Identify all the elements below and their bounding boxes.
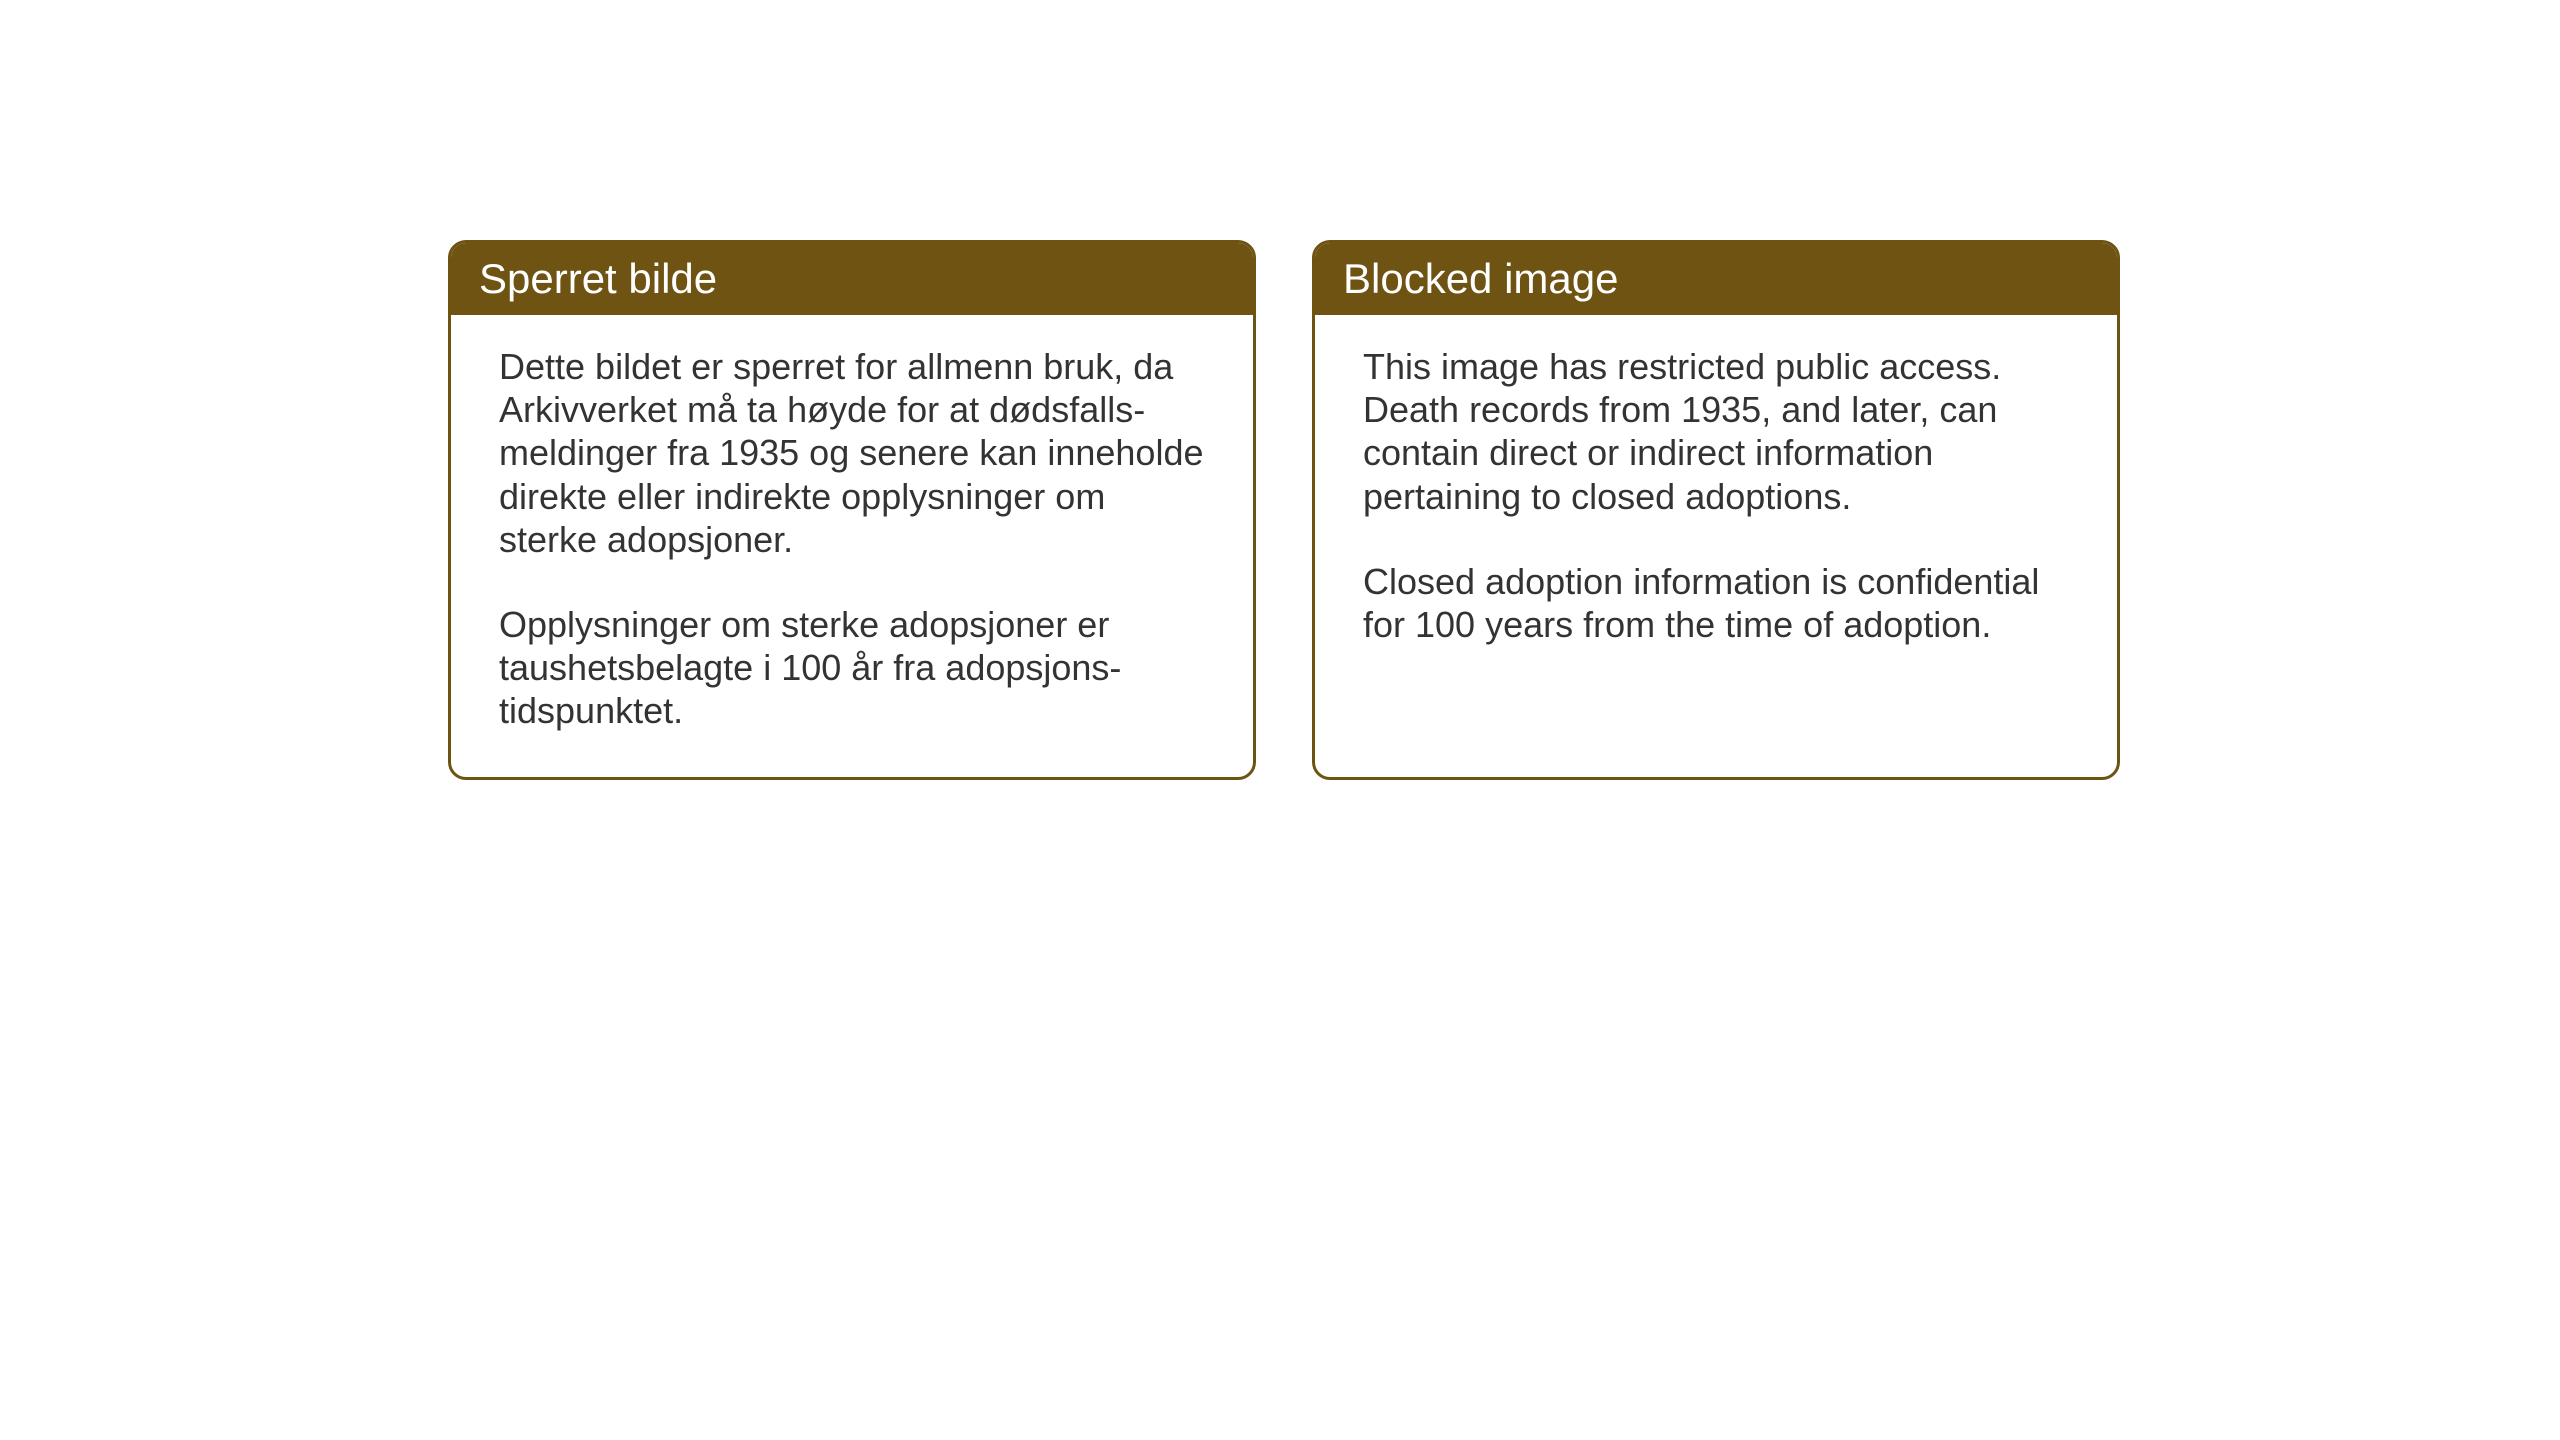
cards-container: Sperret bilde Dette bildet er sperret fo… — [448, 240, 2560, 780]
card-norwegian-body: Dette bildet er sperret for allmenn bruk… — [451, 315, 1253, 777]
card-english: Blocked image This image has restricted … — [1312, 240, 2120, 780]
card-norwegian-paragraph1: Dette bildet er sperret for allmenn bruk… — [499, 345, 1205, 561]
card-english-body: This image has restricted public access.… — [1315, 315, 2117, 690]
card-english-paragraph1: This image has restricted public access.… — [1363, 345, 2069, 518]
card-english-title: Blocked image — [1343, 255, 1618, 302]
card-norwegian-title: Sperret bilde — [479, 255, 717, 302]
card-english-paragraph2: Closed adoption information is confident… — [1363, 560, 2069, 646]
card-norwegian-paragraph2: Opplysninger om sterke adopsjoner er tau… — [499, 603, 1205, 733]
card-english-header: Blocked image — [1315, 243, 2117, 315]
card-norwegian: Sperret bilde Dette bildet er sperret fo… — [448, 240, 1256, 780]
card-norwegian-header: Sperret bilde — [451, 243, 1253, 315]
